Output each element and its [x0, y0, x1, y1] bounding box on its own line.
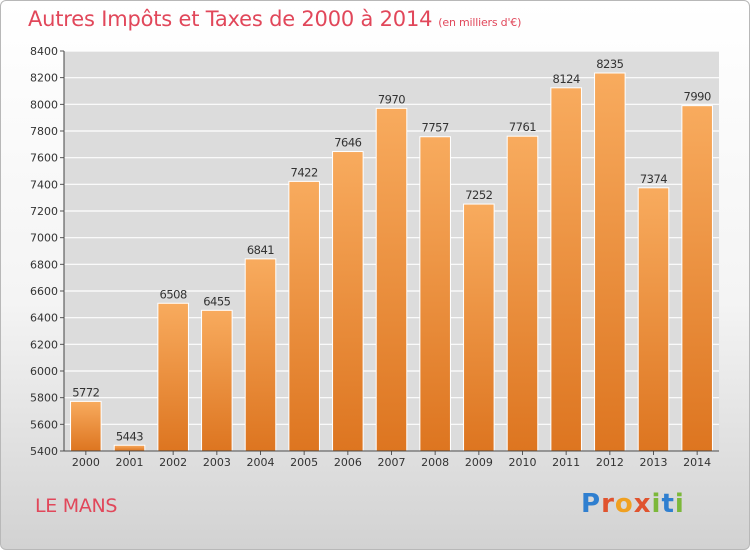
bar: [288, 180, 320, 452]
data-label: 6841: [247, 243, 274, 257]
bar: [594, 72, 626, 452]
logo-letter: P: [581, 489, 602, 519]
y-tick-label: 6000: [30, 365, 58, 378]
data-label: 7970: [378, 92, 405, 106]
x-tick-label: 2000: [72, 456, 100, 469]
y-tick-label: 6200: [30, 338, 58, 351]
bar: [332, 151, 364, 452]
data-label: 8235: [596, 57, 623, 71]
y-tick-label: 7600: [30, 152, 58, 165]
y-tick-label: 5400: [30, 445, 58, 458]
bar: [157, 302, 189, 452]
bar: [463, 203, 495, 452]
x-tick-label: 2010: [509, 456, 537, 469]
x-tick-label: 2006: [334, 456, 362, 469]
chart-title: Autres Impôts et Taxes de 2000 à 2014 (en…: [28, 7, 521, 31]
data-label: 5443: [116, 429, 143, 443]
x-tick-label: 2012: [596, 456, 624, 469]
proxiti-logo: Proxiti: [581, 489, 685, 519]
x-tick-label: 2005: [290, 456, 318, 469]
data-label: 5772: [72, 385, 99, 399]
bar: [375, 107, 408, 452]
y-tick-label: 5600: [30, 418, 58, 431]
logo-letter: i: [674, 489, 685, 519]
y-tick-label: 7000: [30, 232, 58, 245]
x-tick-label: 2009: [465, 456, 493, 469]
bar: [506, 135, 539, 452]
data-label: 7646: [334, 136, 361, 150]
y-tick-label: 7200: [30, 205, 58, 218]
bar: [550, 87, 582, 452]
x-tick-label: 2008: [421, 456, 449, 469]
y-tick-label: 5800: [30, 392, 58, 405]
data-label: 7990: [684, 90, 711, 104]
y-tick-label: 6400: [30, 312, 58, 325]
x-tick-label: 2003: [203, 456, 231, 469]
y-tick-label: 8000: [30, 98, 58, 111]
data-label: 7761: [509, 120, 536, 134]
y-tick-label: 6600: [30, 285, 58, 298]
bar: [419, 136, 451, 452]
data-label: 7757: [422, 121, 449, 135]
x-tick-label: 2011: [552, 456, 580, 469]
data-label: 7422: [291, 165, 318, 179]
y-tick-label: 7400: [30, 178, 58, 191]
y-tick-label: 8200: [30, 72, 58, 85]
chart-unit: (en milliers d'€): [438, 16, 522, 29]
chart-title-text: Autres Impôts et Taxes de 2000 à 2014: [28, 7, 433, 31]
data-label: 6455: [203, 294, 230, 308]
logo-letter: x: [633, 489, 652, 519]
data-label: 7252: [465, 188, 492, 202]
x-tick-label: 2004: [247, 456, 275, 469]
logo-letter: r: [601, 489, 615, 519]
location-label: LE MANS: [35, 495, 118, 517]
y-tick-label: 7800: [30, 125, 58, 138]
y-tick-label: 8400: [30, 45, 58, 58]
x-tick-label: 2002: [159, 456, 187, 469]
x-tick-label: 2014: [683, 456, 711, 469]
bar: [113, 444, 146, 452]
logo-letter: i: [651, 489, 662, 519]
logo-letter: o: [614, 489, 634, 519]
x-tick-label: 2001: [116, 456, 144, 469]
bar: [70, 400, 102, 452]
bar: [244, 258, 277, 452]
data-label: 6508: [160, 287, 187, 301]
data-label: 7374: [640, 172, 667, 186]
y-tick-label: 6800: [30, 258, 58, 271]
data-label: 8124: [553, 72, 580, 86]
logo-letter: t: [661, 489, 675, 519]
x-tick-label: 2007: [378, 456, 406, 469]
bar: [681, 105, 713, 452]
x-tick-label: 2013: [640, 456, 668, 469]
bar: [637, 187, 670, 452]
bar: [201, 309, 233, 452]
